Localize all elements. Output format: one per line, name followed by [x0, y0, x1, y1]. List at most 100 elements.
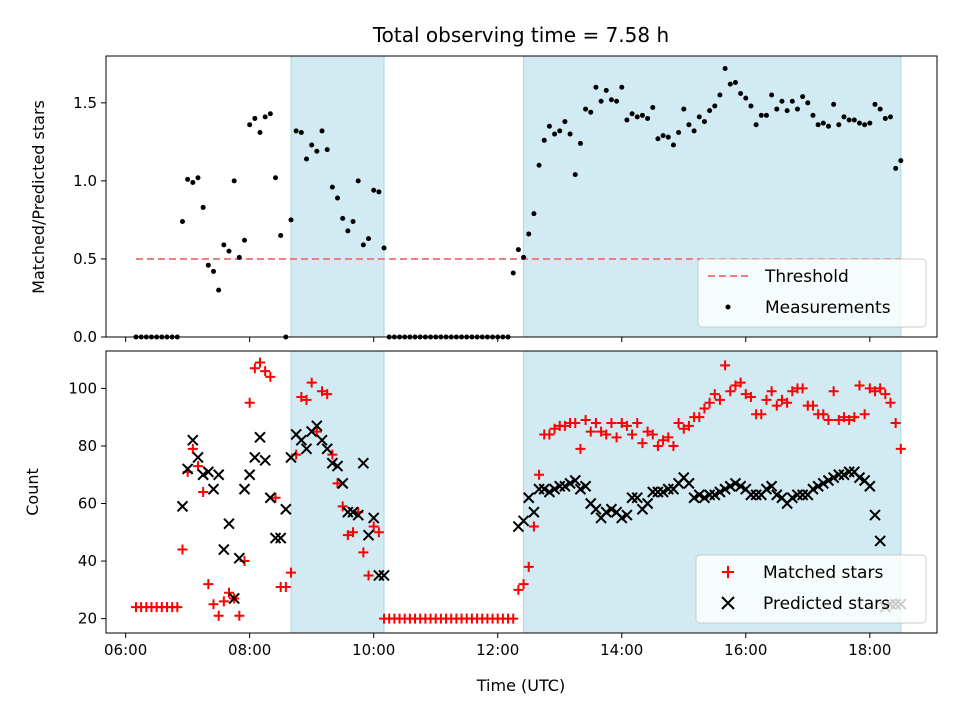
measurements-point: [665, 134, 671, 140]
matched-stars-marker: [880, 389, 891, 400]
matched-stars-marker: [720, 360, 731, 371]
measurements-point: [794, 106, 800, 112]
matched-stars-marker: [358, 547, 369, 558]
measurements-point: [273, 175, 279, 181]
count-x-axis: 06:00 08:00 10:00 12:00 14:00 16:00 18:00: [104, 633, 891, 659]
count-y-tick-label: 40: [78, 552, 97, 570]
measurements-point: [288, 217, 294, 223]
measurements-point: [608, 97, 614, 103]
matched-stars-marker: [249, 363, 260, 374]
predicted-stars-marker: [228, 592, 240, 605]
measurements-point: [588, 109, 594, 115]
matched-stars-marker: [203, 579, 214, 590]
predicted-stars-marker: [864, 480, 876, 492]
count-panel: 20 40 60 80 100 06:00 08:00 10:00 12:00 14:00 16:…: [23, 350, 938, 695]
measurements-point: [221, 242, 227, 248]
predicted-stars-marker: [367, 512, 380, 524]
matched-stars-marker: [807, 400, 818, 411]
measurements-point: [324, 147, 330, 153]
predicted-stars-marker: [523, 492, 535, 504]
measurements-legend-swatch: [725, 304, 731, 310]
measurements-point: [722, 65, 728, 71]
predicted-stars-marker: [233, 552, 246, 564]
matched-stars-marker: [709, 389, 720, 400]
measurements-point: [856, 120, 862, 126]
measurements-point: [350, 218, 356, 224]
measurements-point: [758, 112, 764, 118]
matched-stars-marker: [756, 409, 767, 420]
matched-stars-marker: [534, 469, 545, 480]
measurements-point: [753, 122, 759, 128]
matched-stars-marker: [342, 530, 353, 541]
matched-stars-marker: [771, 400, 782, 411]
matched-stars-marker: [859, 409, 870, 420]
x-tick-label: 12:00: [476, 641, 519, 659]
matched-stars-marker: [508, 613, 519, 624]
measurements-point: [877, 106, 883, 112]
measurements-point: [298, 129, 304, 135]
measurements-point: [841, 114, 847, 120]
matched-stars-marker: [616, 417, 627, 428]
matched-stars-marker: [311, 426, 322, 437]
predicted-stars-marker: [869, 509, 881, 521]
measurements-point: [836, 122, 842, 128]
measurements-point: [789, 98, 795, 104]
measurements-point: [304, 156, 310, 162]
predicted-stars-legend-label: Predicted stars: [763, 594, 890, 614]
matched-stars-marker: [766, 386, 777, 397]
matched-stars-marker: [192, 461, 203, 472]
matched-stars-marker: [730, 380, 741, 391]
measurements-point: [686, 122, 692, 128]
predicted-stars-marker: [373, 569, 385, 582]
measurements-point: [701, 119, 707, 125]
measurements-point: [763, 112, 769, 118]
matched-stars-marker: [172, 602, 183, 613]
matched-stars-marker: [213, 610, 224, 621]
predicted-stars-marker: [621, 509, 633, 521]
predicted-stars-marker: [300, 443, 313, 455]
ratio-y-tick-label: 0.5: [73, 250, 97, 268]
predicted-stars-marker: [218, 543, 230, 556]
matched-stars-marker: [663, 432, 674, 443]
measurements-point: [655, 136, 661, 142]
predicted-stars-marker: [321, 443, 333, 455]
matched-stars-marker: [218, 596, 229, 607]
predicted-stars-marker: [590, 503, 602, 515]
matched-stars-marker: [332, 478, 343, 489]
measurements-point: [707, 108, 713, 114]
x-tick-label: 14:00: [600, 641, 643, 659]
measurements-point: [867, 120, 873, 126]
matched-stars-legend-label: Matched stars: [763, 563, 883, 583]
matched-stars-marker: [632, 417, 643, 428]
measurements-legend-label: Measurements: [765, 298, 891, 318]
predicted-stars-marker: [631, 492, 643, 504]
measurements-point: [846, 117, 852, 123]
measurements-point: [639, 112, 645, 118]
threshold-legend-label: Threshold: [764, 267, 849, 287]
ratio-y-tick-label: 1.0: [73, 172, 97, 190]
matched-stars-marker: [606, 417, 617, 428]
matched-stars-marker: [776, 394, 787, 405]
matched-stars-marker: [885, 397, 896, 408]
matched-stars-marker: [544, 429, 555, 440]
measurements-point: [257, 129, 263, 135]
measurements-point: [815, 122, 821, 128]
predicted-stars-marker: [703, 489, 716, 501]
matched-stars-marker: [580, 415, 591, 426]
matched-stars-marker: [683, 420, 694, 431]
predicted-stars-marker: [554, 480, 566, 492]
measurements-point: [779, 98, 785, 104]
predicted-stars-marker: [683, 477, 695, 490]
measurements-point: [738, 90, 744, 96]
predicted-stars-marker: [641, 497, 654, 510]
measurements-point: [309, 142, 315, 148]
measurements-point: [216, 287, 222, 293]
predicted-stars-marker: [243, 469, 256, 481]
predicted-stars-marker: [311, 420, 323, 432]
count-plot-frame: [105, 350, 938, 634]
measurements-point: [345, 228, 351, 234]
measurements-point: [376, 189, 382, 195]
measurements-point: [681, 106, 687, 112]
measurements-point: [355, 178, 361, 184]
measurements-point: [583, 106, 589, 112]
